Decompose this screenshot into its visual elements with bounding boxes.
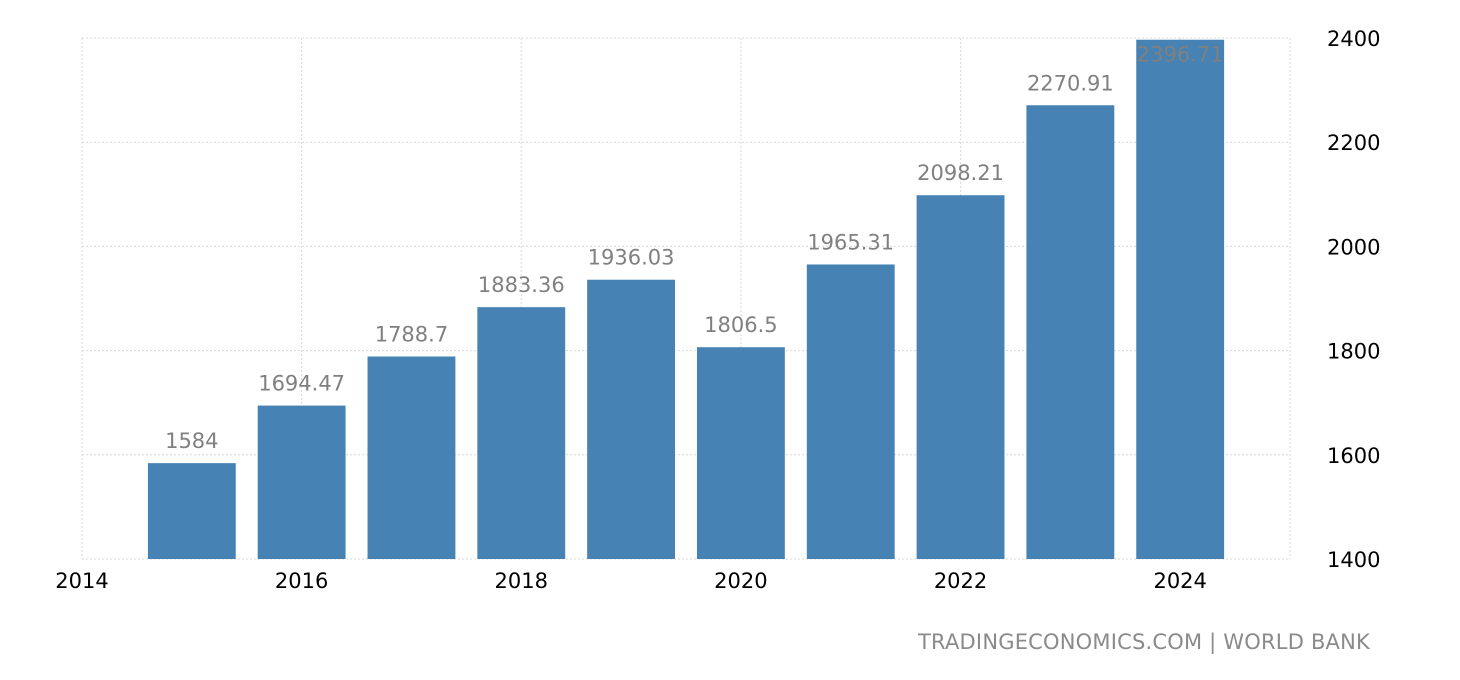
y-tick-label: 1600 xyxy=(1327,444,1380,468)
x-axis-ticks: 2014 2016 2018 2020 2022 2024 xyxy=(55,569,1207,593)
x-tick-label: 2020 xyxy=(714,569,767,593)
y-tick-label: 2400 xyxy=(1327,27,1380,51)
y-axis-ticks: 1400 1600 1800 2000 2200 2400 xyxy=(1327,27,1380,572)
data-label: 1694.47 xyxy=(258,372,345,396)
bar xyxy=(257,405,346,559)
data-label: 1883.36 xyxy=(478,273,565,297)
bar xyxy=(1026,105,1115,559)
data-label: 2396.71 xyxy=(1137,43,1224,67)
y-tick-label: 2200 xyxy=(1327,131,1380,155)
source-credit: TRADINGECONOMICS.COM | WORLD BANK xyxy=(918,630,1370,654)
x-tick-label: 2024 xyxy=(1153,569,1206,593)
bar xyxy=(587,279,676,559)
bar xyxy=(367,356,456,559)
x-tick-label: 2022 xyxy=(934,569,987,593)
y-tick-label: 1400 xyxy=(1327,548,1380,572)
bar xyxy=(696,347,785,559)
data-label: 1936.03 xyxy=(588,246,675,270)
bar xyxy=(916,195,1005,559)
x-tick-label: 2014 xyxy=(55,569,108,593)
x-tick-label: 2016 xyxy=(275,569,328,593)
y-tick-label: 1800 xyxy=(1327,340,1380,364)
data-label: 1788.7 xyxy=(375,322,448,346)
data-label: 1584 xyxy=(165,429,218,453)
x-tick-label: 2018 xyxy=(495,569,548,593)
bar xyxy=(1136,39,1225,559)
data-label: 1965.31 xyxy=(807,230,894,254)
data-label: 2098.21 xyxy=(917,161,1004,185)
bar xyxy=(147,463,236,559)
data-labels: 1584 1694.47 1788.7 1883.36 1936.03 1806.5 196… xyxy=(165,43,1224,453)
bar xyxy=(806,264,895,559)
bar xyxy=(477,307,566,559)
data-label: 1806.5 xyxy=(704,313,777,337)
bars xyxy=(147,39,1225,559)
data-label: 2270.91 xyxy=(1027,71,1114,95)
y-tick-label: 2000 xyxy=(1327,235,1380,259)
